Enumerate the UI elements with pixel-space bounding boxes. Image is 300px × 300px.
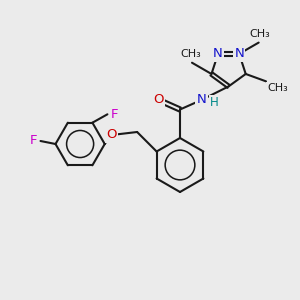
- Text: O: O: [153, 93, 164, 106]
- Text: N: N: [213, 47, 223, 60]
- Text: H: H: [210, 96, 218, 109]
- Text: CH₃: CH₃: [267, 83, 288, 93]
- Text: F: F: [110, 108, 118, 121]
- Text: F: F: [30, 134, 38, 148]
- Text: N: N: [197, 93, 206, 106]
- Text: CH₃: CH₃: [181, 49, 202, 59]
- Text: N: N: [234, 47, 244, 60]
- Text: O: O: [106, 128, 117, 142]
- Text: CH₃: CH₃: [249, 29, 270, 39]
